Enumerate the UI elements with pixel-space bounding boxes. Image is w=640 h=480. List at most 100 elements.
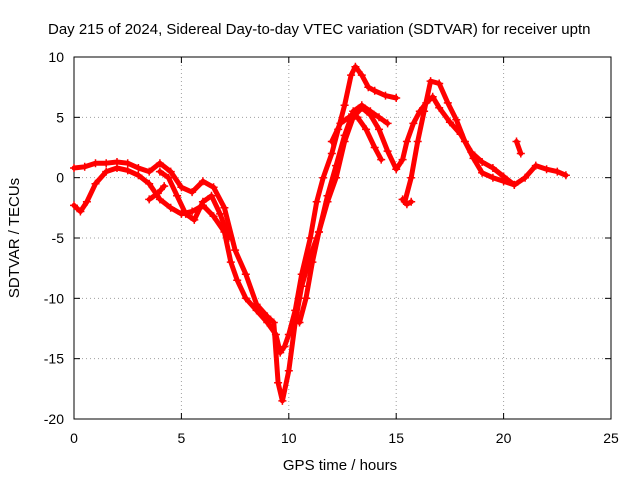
data-point-marker bbox=[241, 294, 250, 303]
data-point-marker bbox=[155, 195, 164, 204]
axis-ticks: 0 5 10 15 20 25 -20 -15 -10 -5 0 5 10 bbox=[44, 49, 619, 446]
data-point-marker bbox=[302, 294, 310, 303]
data-point-marker bbox=[409, 119, 418, 128]
data-point-marker bbox=[362, 125, 371, 134]
data-point-marker bbox=[407, 173, 416, 182]
data-point-marker bbox=[366, 107, 375, 116]
data-point-marker bbox=[340, 131, 349, 140]
series-track-i bbox=[145, 182, 169, 204]
data-point-marker bbox=[153, 189, 162, 198]
data-point-marker bbox=[145, 195, 154, 204]
series-track bbox=[297, 102, 391, 325]
data-point-marker bbox=[216, 209, 225, 218]
data-point-marker bbox=[443, 98, 452, 107]
y-tick-label: -5 bbox=[52, 230, 65, 246]
data-point-marker bbox=[510, 180, 519, 189]
data-point-marker bbox=[398, 195, 407, 204]
series-track-c bbox=[155, 167, 233, 242]
data-point-marker bbox=[512, 137, 521, 146]
data-point-marker bbox=[314, 228, 323, 236]
series-track-d bbox=[295, 101, 392, 327]
data-point-marker bbox=[375, 113, 383, 122]
x-tick-label: 20 bbox=[496, 430, 512, 446]
data-point-marker bbox=[377, 155, 386, 164]
data-point-marker bbox=[531, 161, 540, 170]
series-track-a bbox=[70, 62, 401, 357]
data-point-marker bbox=[332, 161, 341, 170]
y-tick-label: 0 bbox=[56, 170, 64, 186]
data-point-marker bbox=[297, 282, 306, 291]
data-point-marker bbox=[280, 342, 289, 351]
data-point-marker bbox=[357, 101, 366, 110]
data-point-marker bbox=[383, 119, 392, 128]
data-point-marker bbox=[375, 125, 383, 134]
y-tick-label: -20 bbox=[44, 411, 64, 427]
data-point-marker bbox=[123, 166, 132, 175]
data-point-marker bbox=[220, 203, 229, 212]
data-point-marker bbox=[226, 258, 235, 267]
data-point-marker bbox=[340, 101, 349, 110]
data-point-marker bbox=[426, 77, 435, 86]
data-point-marker bbox=[488, 164, 497, 172]
data-point-marker bbox=[542, 165, 551, 174]
data-point-marker bbox=[407, 197, 416, 206]
data-point-marker bbox=[327, 137, 336, 146]
data-point-marker bbox=[351, 62, 360, 71]
data-point-marker bbox=[428, 92, 437, 101]
data-point-marker bbox=[91, 179, 100, 188]
series-track-b bbox=[70, 92, 570, 405]
data-point-marker bbox=[402, 200, 411, 209]
data-point-marker bbox=[70, 164, 78, 172]
data-point-marker bbox=[553, 167, 562, 176]
data-point-marker bbox=[370, 143, 379, 152]
data-point-marker bbox=[166, 203, 175, 212]
x-tick-label: 0 bbox=[70, 430, 78, 446]
data-point-marker bbox=[469, 154, 478, 163]
data-point-marker bbox=[80, 162, 89, 171]
x-tick-label: 5 bbox=[178, 430, 186, 446]
data-point-marker bbox=[231, 246, 240, 255]
data-point-marker bbox=[207, 191, 216, 200]
data-point-marker bbox=[398, 155, 407, 164]
data-point-marker bbox=[561, 171, 570, 180]
data-point-marker bbox=[209, 183, 218, 192]
series-track bbox=[71, 64, 399, 356]
data-point-marker bbox=[521, 173, 530, 182]
series-track-e bbox=[327, 113, 386, 164]
series-track bbox=[402, 78, 517, 205]
data-point-marker bbox=[383, 147, 392, 156]
data-point-marker bbox=[177, 183, 186, 192]
data-point-marker bbox=[188, 188, 197, 197]
data-point-marker bbox=[370, 86, 379, 95]
data-point-marker bbox=[435, 79, 444, 88]
data-point-marker bbox=[160, 182, 169, 191]
data-point-marker bbox=[392, 165, 401, 174]
data-point-marker bbox=[102, 159, 111, 168]
data-point-marker bbox=[134, 171, 143, 180]
series-track-g bbox=[398, 195, 416, 209]
y-tick-label: 10 bbox=[48, 49, 64, 65]
data-point-marker bbox=[488, 173, 497, 182]
data-series bbox=[70, 62, 570, 405]
data-point-marker bbox=[91, 159, 100, 168]
data-point-marker bbox=[263, 312, 272, 321]
data-point-marker bbox=[357, 71, 366, 80]
data-point-marker bbox=[224, 234, 233, 242]
data-point-marker bbox=[209, 212, 218, 221]
x-tick-label: 25 bbox=[603, 430, 619, 446]
x-tick-label: 15 bbox=[388, 430, 404, 446]
data-point-marker bbox=[82, 197, 91, 206]
series-track bbox=[71, 94, 569, 404]
data-point-marker bbox=[269, 318, 278, 327]
data-point-marker bbox=[145, 167, 154, 176]
data-point-marker bbox=[155, 159, 164, 168]
data-point-marker bbox=[381, 91, 390, 100]
data-point-marker bbox=[413, 137, 422, 146]
data-point-marker bbox=[327, 149, 336, 158]
data-point-marker bbox=[364, 83, 373, 92]
data-point-marker bbox=[308, 258, 317, 267]
data-point-marker bbox=[323, 191, 332, 200]
data-point-marker bbox=[155, 167, 164, 176]
y-axis-label: SDTVAR / TECUs bbox=[6, 178, 23, 298]
